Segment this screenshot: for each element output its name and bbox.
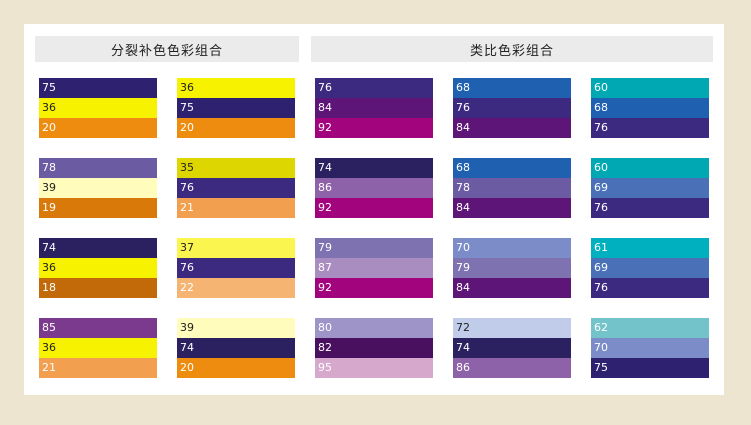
color-stripe: 74 [177,338,295,358]
color-swatch: 85 36 21 [39,318,157,378]
color-swatch: 70 79 84 [453,238,571,298]
color-swatch: 60 68 76 [591,78,709,138]
color-stripe: 36 [177,78,295,98]
color-stripe: 75 [591,358,709,378]
color-swatch: 79 87 92 [315,238,433,298]
color-swatch: 68 76 84 [453,78,571,138]
color-stripe: 80 [315,318,433,338]
color-stripe: 60 [591,78,709,98]
color-swatch: 39 74 20 [177,318,295,378]
color-stripe: 76 [177,258,295,278]
color-stripe: 74 [39,238,157,258]
color-swatch: 75 36 20 [39,78,157,138]
color-swatch: 78 39 19 [39,158,157,218]
color-stripe: 21 [177,198,295,218]
color-swatch: 68 78 84 [453,158,571,218]
color-swatch: 76 84 92 [315,78,433,138]
color-stripe: 60 [591,158,709,178]
color-stripe: 18 [39,278,157,298]
color-stripe: 95 [315,358,433,378]
color-stripe: 86 [315,178,433,198]
color-swatch: 72 74 86 [453,318,571,378]
color-stripe: 39 [39,178,157,198]
color-swatch: 62 70 75 [591,318,709,378]
color-swatch: 74 36 18 [39,238,157,298]
color-stripe: 61 [591,238,709,258]
color-stripe: 21 [39,358,157,378]
color-stripe: 84 [453,118,571,138]
color-stripe: 74 [315,158,433,178]
color-stripe: 87 [315,258,433,278]
color-stripe: 62 [591,318,709,338]
color-stripe: 69 [591,258,709,278]
color-stripe: 76 [315,78,433,98]
color-stripe: 70 [591,338,709,358]
color-swatch: 74 86 92 [315,158,433,218]
color-stripe: 20 [177,118,295,138]
color-swatch: 36 75 20 [177,78,295,138]
color-stripe: 19 [39,198,157,218]
color-stripe: 92 [315,118,433,138]
color-stripe: 86 [453,358,571,378]
color-stripe: 76 [453,98,571,118]
color-stripe: 85 [39,318,157,338]
color-stripe: 36 [39,338,157,358]
color-stripe: 82 [315,338,433,358]
color-stripe: 92 [315,278,433,298]
color-stripe: 84 [453,198,571,218]
color-stripe: 92 [315,198,433,218]
color-stripe: 76 [591,118,709,138]
color-swatch: 61 69 76 [591,238,709,298]
color-stripe: 84 [453,278,571,298]
color-swatch: 37 76 22 [177,238,295,298]
color-stripe: 20 [39,118,157,138]
color-stripe: 69 [591,178,709,198]
color-stripe: 36 [39,98,157,118]
color-stripe: 75 [39,78,157,98]
color-swatch: 60 69 76 [591,158,709,218]
color-stripe: 76 [591,278,709,298]
color-stripe: 76 [591,198,709,218]
color-stripe: 36 [39,258,157,278]
color-stripe: 79 [315,238,433,258]
color-stripe: 79 [453,258,571,278]
color-stripe: 78 [39,158,157,178]
color-stripe: 76 [177,178,295,198]
color-swatch: 35 76 21 [177,158,295,218]
color-swatch: 80 82 95 [315,318,433,378]
header-analogous: 类比色彩组合 [311,36,713,62]
color-stripe: 22 [177,278,295,298]
color-stripe: 75 [177,98,295,118]
color-stripe: 74 [453,338,571,358]
color-stripe: 20 [177,358,295,378]
color-stripe: 37 [177,238,295,258]
color-stripe: 68 [591,98,709,118]
color-stripe: 78 [453,178,571,198]
header-split-complementary: 分裂补色色彩组合 [35,36,299,62]
color-stripe: 35 [177,158,295,178]
color-stripe: 70 [453,238,571,258]
color-stripe: 84 [315,98,433,118]
color-stripe: 39 [177,318,295,338]
color-stripe: 68 [453,158,571,178]
color-stripe: 68 [453,78,571,98]
color-stripe: 72 [453,318,571,338]
